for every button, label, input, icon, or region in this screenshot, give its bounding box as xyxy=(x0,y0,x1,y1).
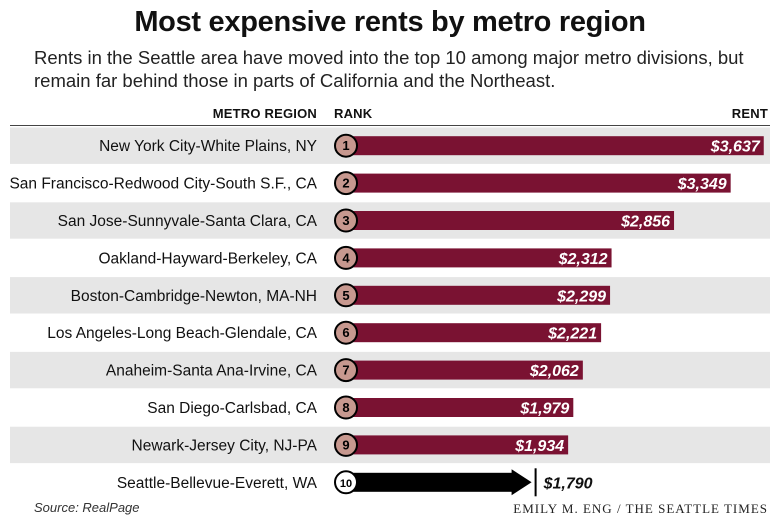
column-header-metro-region: METRO REGION xyxy=(212,106,317,121)
rank-circle xyxy=(334,283,358,308)
rank-circle xyxy=(334,171,358,196)
metro-label: San Diego-Carlsbad, CA xyxy=(147,400,317,417)
rank-number: 9 xyxy=(342,437,349,452)
chart-title: Most expensive rents by metro region xyxy=(134,6,646,38)
metro-label: Newark-Jersey City, NJ-PA xyxy=(132,437,318,454)
rank-number: 5 xyxy=(342,288,349,303)
bar-value-label: $2,221 xyxy=(547,326,597,343)
bar xyxy=(346,211,675,230)
rank-number: 10 xyxy=(340,478,352,490)
rank-number: 4 xyxy=(342,250,350,265)
column-header-rank: RANK xyxy=(334,106,373,121)
metro-label: San Francisco-Redwood City-South S.F., C… xyxy=(9,176,317,193)
metro-label: New York City-White Plains, NY xyxy=(99,138,317,155)
chart-subtitle: Rents in the Seattle area have moved int… xyxy=(34,47,744,91)
rank-circle xyxy=(334,470,358,495)
rank-circle xyxy=(334,208,358,233)
source-note: Source: RealPage xyxy=(34,500,140,515)
metro-label: Seattle-Bellevue-Everett, WA xyxy=(117,475,318,492)
metro-label: Oakland-Hayward-Berkeley, CA xyxy=(98,250,317,267)
bar xyxy=(346,323,602,343)
rank-circle xyxy=(334,358,358,383)
bar xyxy=(346,360,583,380)
header-divider xyxy=(10,125,770,126)
metro-label: Los Angeles-Long Beach-Glendale, CA xyxy=(47,325,317,342)
metro-label: Boston-Cambridge-Newton, MA-NH xyxy=(71,288,317,305)
rank-circle xyxy=(334,395,358,420)
rank-number: 7 xyxy=(342,363,349,378)
bar xyxy=(346,435,569,455)
bar-highlight xyxy=(346,472,514,492)
bar-value-label: $1,790 xyxy=(543,475,593,492)
bar-value-label: $2,312 xyxy=(558,251,608,268)
rank-number: 6 xyxy=(342,325,349,340)
rank-circle xyxy=(334,133,358,158)
bar xyxy=(346,285,611,305)
rank-circle xyxy=(334,245,358,270)
rank-circle xyxy=(334,320,358,345)
bar xyxy=(346,173,731,193)
column-header-rent: RENT xyxy=(731,106,768,121)
bar-value-label: $3,349 xyxy=(677,176,727,193)
bar xyxy=(346,136,764,156)
rank-number: 1 xyxy=(342,138,349,153)
rank-number: 2 xyxy=(342,176,349,191)
bar-value-label: $1,934 xyxy=(514,438,564,455)
bar xyxy=(346,398,574,417)
bar-value-label: $2,299 xyxy=(556,288,606,305)
bar-value-label: $2,062 xyxy=(529,363,579,380)
bar-value-label: $3,637 xyxy=(710,139,761,156)
bar-value-label: $2,856 xyxy=(620,214,670,231)
metro-label: Anaheim-Santa Ana-Irvine, CA xyxy=(106,363,318,380)
rank-number: 3 xyxy=(342,213,349,228)
bar xyxy=(346,248,612,268)
metro-label: San Jose-Sunnyvale-Santa Clara, CA xyxy=(58,213,318,230)
bar-arrowhead xyxy=(511,469,532,496)
credit-line: EMILY M. ENG / THE SEATTLE TIMES xyxy=(513,501,768,516)
bar-value-label: $1,979 xyxy=(519,401,569,418)
rank-number: 8 xyxy=(342,400,349,415)
rank-circle xyxy=(334,432,358,457)
